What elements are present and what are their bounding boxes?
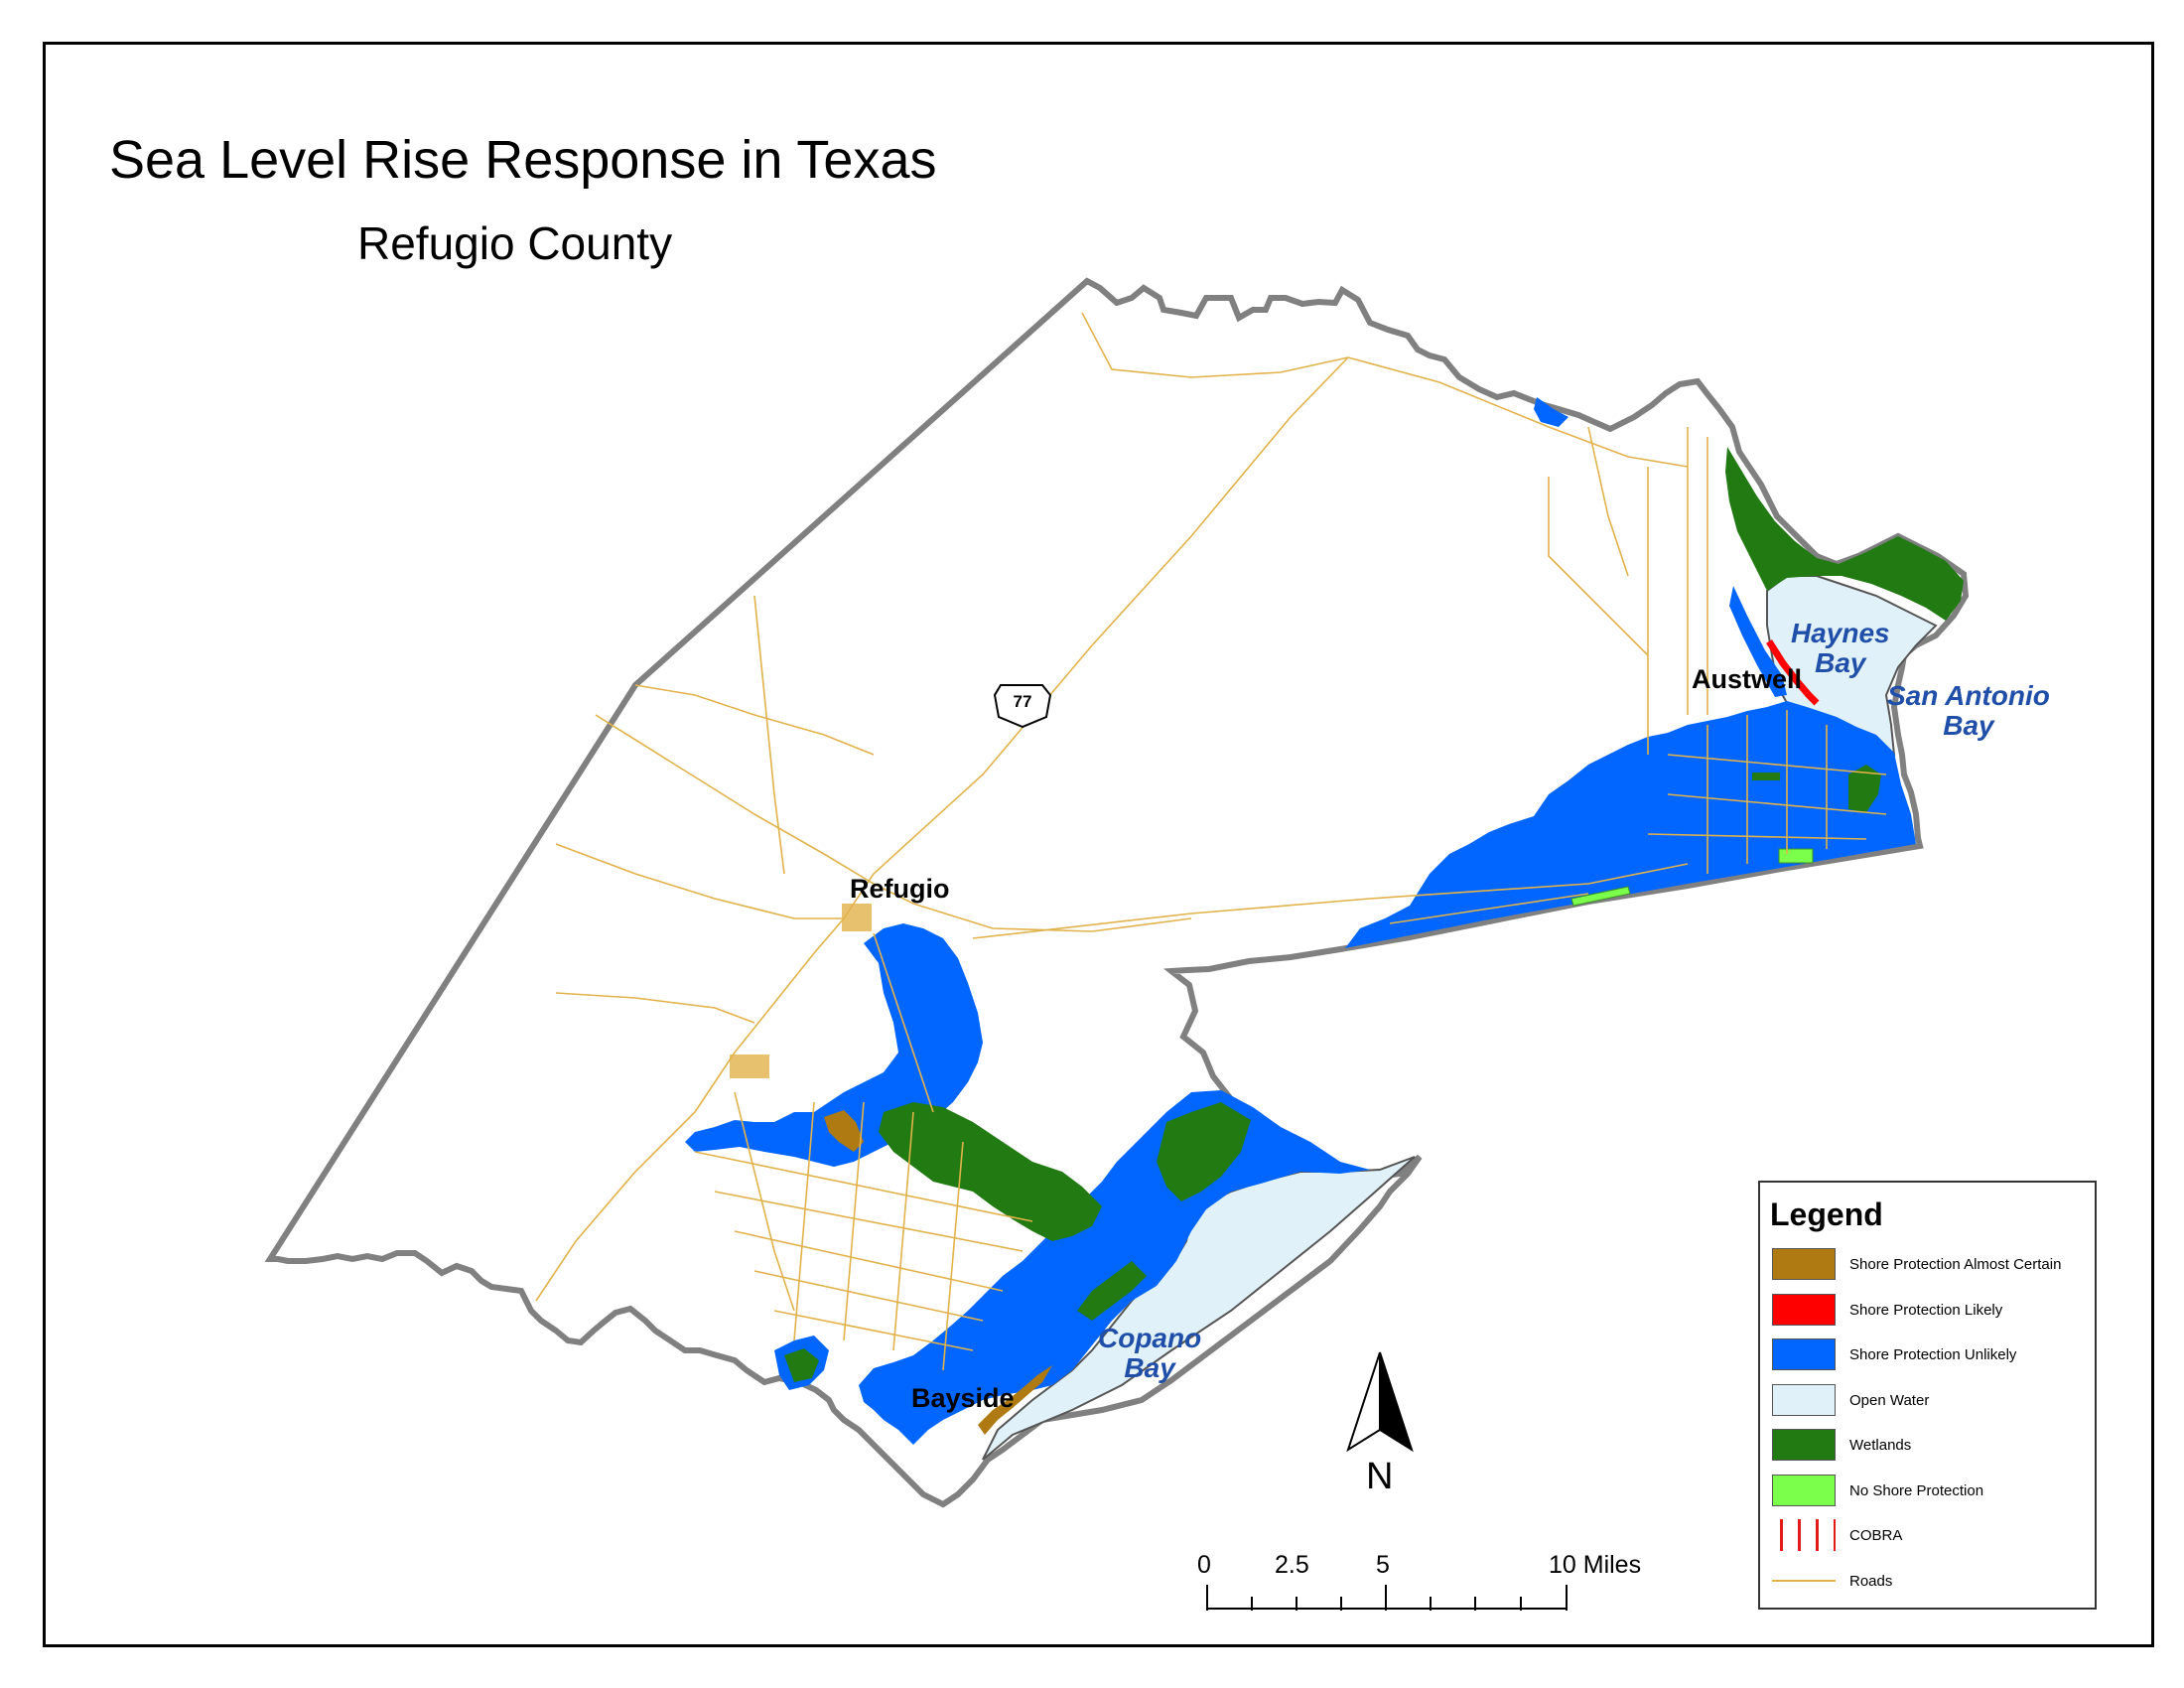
shore-unlikely-north-river: [1534, 397, 1569, 427]
no-protection-patch-2: [1778, 848, 1814, 864]
legend-swatch-line: [1772, 1564, 1836, 1597]
legend-title: Legend: [1770, 1196, 1883, 1232]
highway-shield-number: 77: [1013, 692, 1032, 711]
legend-item: Shore Protection Likely: [1772, 1293, 2090, 1328]
legend-swatch: [1772, 1293, 1836, 1326]
legend-swatch: [1772, 1248, 1836, 1280]
woodsboro-town: [730, 1055, 769, 1078]
legend-swatch: [1772, 1383, 1836, 1416]
wetlands-southwest: [879, 1102, 1102, 1241]
shore-likely-segment: [1766, 639, 1820, 706]
shore-unlikely-haynes-edge: [1729, 586, 1787, 697]
no-protection-strip-1: [1570, 886, 1631, 907]
almost-certain-inland: [824, 1110, 864, 1152]
water-label-haynes-bay: Haynes Bay: [1791, 618, 1890, 678]
wetlands-copano-north: [1077, 1261, 1147, 1321]
road-network: [535, 312, 1887, 1371]
legend-swatch-hatch: [1772, 1519, 1836, 1551]
scale-label-10-miles: 10 Miles: [1549, 1551, 1642, 1579]
legend-item: Wetlands: [1772, 1429, 2090, 1463]
legend-item: Shore Protection Almost Certain: [1772, 1248, 2090, 1282]
county-boundary: [264, 277, 1970, 1508]
legend-label: Roads: [1849, 1572, 1893, 1590]
legend-swatch: [1772, 1474, 1836, 1506]
legend-label: COBRA: [1849, 1527, 1903, 1544]
almost-certain-bayside: [978, 1365, 1052, 1435]
scale-label-0: 0: [1197, 1551, 1211, 1579]
legend-label: No Shore Protection: [1849, 1481, 1984, 1499]
legend-label: Open Water: [1849, 1391, 1930, 1409]
us-77-shield-icon: [993, 684, 1052, 729]
north-label: N: [1366, 1456, 1394, 1497]
legend: Legend Shore Protection Almost Certain Sh…: [1758, 1181, 2097, 1610]
legend-item: No Shore Protection: [1772, 1474, 2090, 1508]
shore-unlikely-southwest: [859, 1090, 1370, 1445]
map-frame: [43, 42, 2154, 1647]
legend-item: Open Water: [1772, 1383, 2090, 1418]
scale-label-5: 5: [1376, 1551, 1390, 1579]
wetlands-patch-ne-1: [1752, 773, 1780, 780]
wetlands-bay-rim: [1157, 1102, 1251, 1201]
scale-bar: [1206, 1585, 1568, 1611]
shore-unlikely-northeast: [1345, 701, 1916, 948]
scale-label-2-5: 2.5: [1275, 1551, 1309, 1579]
place-label-refugio: Refugio: [850, 874, 950, 904]
legend-swatch: [1772, 1429, 1836, 1461]
legend-label: Shore Protection Unlikely: [1849, 1346, 2017, 1363]
legend-item: COBRA: [1772, 1519, 2090, 1553]
refugio-town: [842, 904, 872, 931]
water-label-copano-bay: Copano Bay: [1098, 1323, 1202, 1383]
map-title: Sea Level Rise Response in Texas: [109, 130, 937, 190]
place-label-bayside: Bayside: [911, 1383, 1015, 1413]
map-subtitle: Refugio County: [357, 217, 673, 269]
legend-label: Shore Protection Likely: [1849, 1301, 2003, 1319]
legend-item: Shore Protection Unlikely: [1772, 1338, 2090, 1372]
legend-item: Roads: [1772, 1564, 2090, 1599]
wetlands-west-patch: [784, 1348, 819, 1382]
wetlands-northeast: [1725, 447, 1964, 621]
wetlands-patch-ne-2: [1848, 765, 1881, 812]
legend-swatch: [1772, 1338, 1836, 1370]
place-label-austwell: Austwell: [1692, 664, 1803, 694]
legend-label: Shore Protection Almost Certain: [1849, 1256, 2062, 1273]
legend-label: Wetlands: [1849, 1437, 1912, 1454]
water-label-san-antonio-bay: San Antonio Bay: [1887, 680, 2050, 741]
north-arrow-icon: [1346, 1351, 1414, 1453]
